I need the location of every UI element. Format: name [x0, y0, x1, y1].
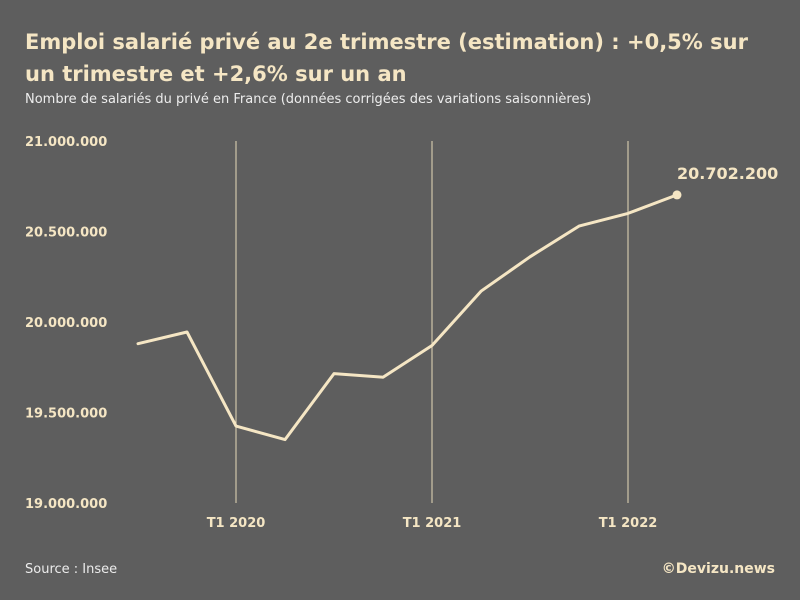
series [136, 190, 682, 442]
data-labels: 20.702.200 [677, 164, 778, 183]
y-tick-label: 19.500.000 [25, 407, 107, 422]
x-tick-label: T1 2021 [403, 516, 462, 531]
last-point-marker [672, 190, 682, 200]
y-axis: 21.000.000 20.500.000 20.000.000 19.500.000… [25, 135, 107, 512]
x-tick-label: T1 2022 [599, 516, 658, 531]
series-line [136, 193, 679, 442]
x-tick-label: T1 2020 [207, 516, 266, 531]
chart-subtitle: Nombre de salariés du privé en France (d… [25, 92, 592, 107]
last-value-label: 20.702.200 [677, 164, 778, 183]
y-tick-label: 20.500.000 [25, 226, 107, 241]
y-tick-label: 19.000.000 [25, 497, 107, 512]
grid-lines [235, 141, 629, 503]
source-note: Source : Insee [25, 562, 118, 577]
x-axis: T1 2020 T1 2021 T1 2022 [207, 516, 658, 531]
chart-title: Emploi salarié privé au 2e trimestre (es… [25, 30, 748, 86]
credit-logo: ©Devizu.news [661, 561, 775, 577]
y-tick-label: 20.000.000 [25, 316, 107, 331]
y-tick-label: 21.000.000 [25, 135, 107, 150]
